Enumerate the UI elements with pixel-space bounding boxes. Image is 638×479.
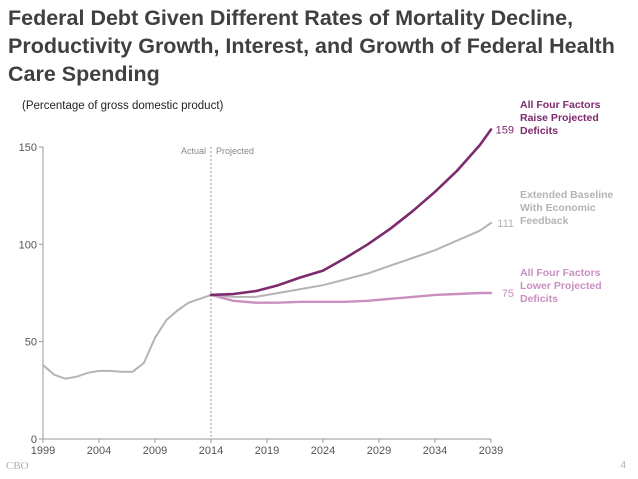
divider-label-actual: Actual (181, 146, 206, 156)
chart-subtitle: (Percentage of gross domestic product) (22, 100, 224, 112)
y-tick-label: 150 (19, 142, 37, 154)
slide-title: Federal Debt Given Different Rates of Mo… (8, 6, 615, 86)
series-legend-label: Extended Baseline (520, 189, 614, 201)
x-tick-label: 1999 (31, 445, 55, 457)
series-line-all-four-factors-lower-projected-deficits (209, 291, 493, 304)
x-tick-label: 2034 (423, 445, 447, 457)
series-line-all-four-factors-raise-projected-deficits (209, 128, 493, 297)
footer-source: CBO (6, 460, 29, 472)
x-tick-label: 2019 (255, 445, 279, 457)
divider-label-projected: Projected (216, 146, 254, 156)
series-legend-label: Feedback (520, 215, 569, 227)
series-end-value: 159 (496, 124, 514, 136)
x-tick-label: 2029 (367, 445, 391, 457)
series-legend-label: All Four Factors (520, 99, 601, 111)
x-tick-label: 2014 (199, 445, 223, 457)
page-number: 4 (620, 460, 626, 471)
y-tick-label: 100 (19, 239, 37, 251)
x-tick-label: 2039 (479, 445, 503, 457)
y-tick-label: 50 (25, 337, 37, 349)
series-end-value: 111 (497, 218, 514, 230)
x-tick-label: 2024 (311, 445, 335, 457)
series-legend-label: All Four Factors (520, 267, 601, 279)
x-tick-label: 2009 (143, 445, 167, 457)
series-line-actual (42, 293, 212, 380)
series-legend-label: Lower Projected (520, 280, 602, 292)
series-legend-label: With Economic (520, 202, 596, 214)
series-end-value: 75 (502, 288, 514, 300)
series-legend-label: Deficits (520, 293, 558, 305)
series-line-extended-baseline-with-economic-feedback (210, 221, 492, 298)
y-tick-label: 0 (31, 434, 37, 446)
series-legend-label: Raise Projected (520, 112, 599, 124)
series-legend-label: Deficits (520, 125, 558, 137)
x-tick-label: 2004 (87, 445, 111, 457)
